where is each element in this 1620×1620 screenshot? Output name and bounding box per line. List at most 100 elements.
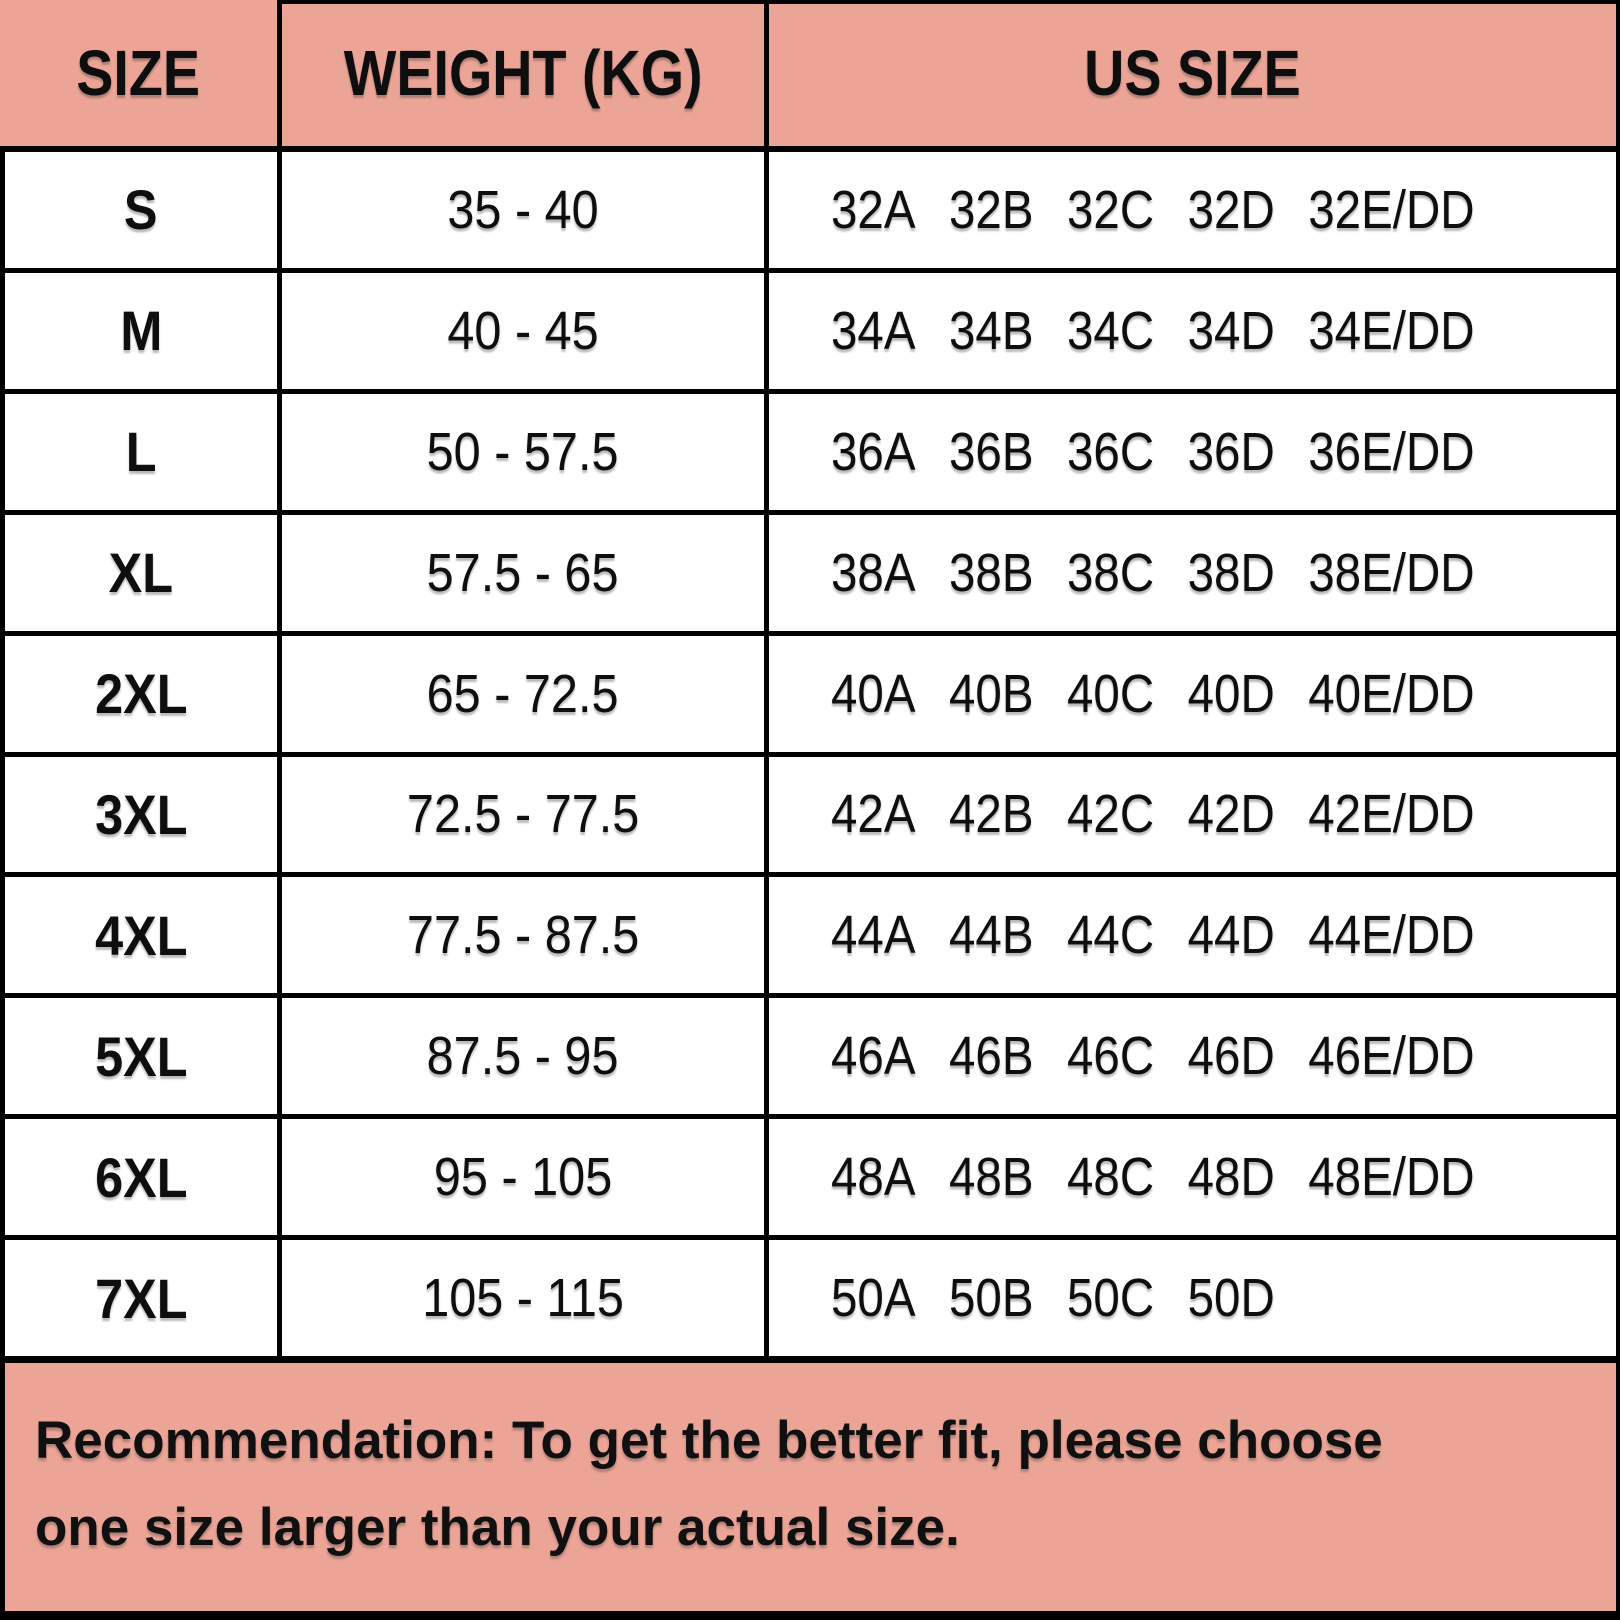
us-size-cell: 46A 46B 46C 46D 46E/DD <box>764 998 1616 1115</box>
us-size-token: 34E/DD <box>1308 300 1475 361</box>
us-size-list: 48A 48B 48C 48D 48E/DD <box>831 1146 1475 1208</box>
weight-value: 87.5 - 95 <box>427 1026 619 1087</box>
size-value: 3XL <box>94 782 188 846</box>
us-size-token: 38E/DD <box>1308 542 1475 603</box>
us-size-token: 50C <box>1067 1268 1155 1329</box>
us-size-token: 34C <box>1067 300 1155 361</box>
us-size-cell: 40A 40B 40C 40D 40E/DD <box>764 635 1616 752</box>
us-size-token: 36A <box>831 421 916 482</box>
us-size-token: 36C <box>1067 421 1155 482</box>
us-size-token: 42D <box>1187 784 1275 845</box>
table-row-3xl: 3XL 72.5 - 77.5 42A 42B 42C 42D 42E/DD <box>0 756 1620 878</box>
size-value: L <box>125 420 157 484</box>
header-size-label: SIZE <box>76 37 201 109</box>
weight-value: 57.5 - 65 <box>427 542 619 603</box>
table-row-m: M 40 - 45 34A 34B 34C 34D 34E/DD <box>0 272 1620 394</box>
us-size-list: 32A 32B 32C 32D 32E/DD <box>831 179 1475 241</box>
us-size-list: 36A 36B 36C 36D 36E/DD <box>831 421 1475 483</box>
us-size-token: 42B <box>949 784 1034 845</box>
size-value: 5XL <box>94 1024 188 1088</box>
table-row-s: S 35 - 40 32A 32B 32C 32D 32E/DD <box>0 152 1620 273</box>
us-size-token: 44E/DD <box>1308 905 1475 966</box>
us-size-token: 48B <box>949 1147 1034 1208</box>
size-cell: XL <box>5 515 277 631</box>
size-cell: 4XL <box>5 877 277 993</box>
size-value: 7XL <box>94 1266 188 1330</box>
us-size-list: 38A 38B 38C 38D 38E/DD <box>831 542 1475 604</box>
us-size-list: 42A 42B 42C 42D 42E/DD <box>831 783 1475 845</box>
weight-cell: 72.5 - 77.5 <box>277 756 764 873</box>
us-size-cell: 34A 34B 34C 34D 34E/DD <box>764 272 1616 389</box>
us-size-cell: 38A 38B 38C 38D 38E/DD <box>764 514 1616 631</box>
size-value: 4XL <box>94 903 188 967</box>
size-cell: 2XL <box>5 636 277 752</box>
weight-cell: 35 - 40 <box>277 152 764 268</box>
us-size-token: 40E/DD <box>1308 663 1475 724</box>
us-size-token: 40B <box>949 663 1034 724</box>
us-size-token: 32B <box>949 179 1034 240</box>
header-us-size-label: US SIZE <box>1084 37 1301 109</box>
us-size-token: 34D <box>1187 300 1275 361</box>
us-size-token: 36D <box>1187 421 1275 482</box>
table-row-4xl: 4XL 77.5 - 87.5 44A 44B 44C 44D 44E/DD <box>0 877 1620 999</box>
recommendation-note: Recommendation: To get the better fit, p… <box>0 1363 1620 1620</box>
us-size-token: 34B <box>949 300 1034 361</box>
us-size-token: 32A <box>831 179 916 240</box>
weight-value: 77.5 - 87.5 <box>406 905 640 966</box>
us-size-token: 42A <box>831 784 916 845</box>
us-size-token: 46C <box>1067 1026 1155 1087</box>
us-size-token: 50B <box>949 1268 1034 1329</box>
us-size-token: 44B <box>949 905 1034 966</box>
us-size-token: 42E/DD <box>1308 784 1475 845</box>
table-row-xl: XL 57.5 - 65 38A 38B 38C 38D 38E/DD <box>0 514 1620 636</box>
us-size-token: 38C <box>1067 542 1155 603</box>
us-size-token: 48D <box>1187 1147 1275 1208</box>
weight-cell: 57.5 - 65 <box>277 514 764 631</box>
header-cell-us-size: US SIZE <box>764 0 1616 146</box>
size-cell: S <box>5 152 277 268</box>
size-cell: 5XL <box>5 998 277 1114</box>
us-size-cell: 48A 48B 48C 48D 48E/DD <box>764 1119 1616 1236</box>
size-cell: 6XL <box>5 1119 277 1235</box>
weight-value: 40 - 45 <box>447 300 599 361</box>
us-size-token: 38A <box>831 542 916 603</box>
weight-cell: 50 - 57.5 <box>277 393 764 510</box>
recommendation-text: Recommendation: To get the better fit, p… <box>35 1397 1576 1572</box>
weight-cell: 105 - 115 <box>277 1240 764 1357</box>
header-cell-weight: WEIGHT (KG) <box>277 0 764 146</box>
us-size-list: 40A 40B 40C 40D 40E/DD <box>831 663 1475 725</box>
size-value: M <box>120 299 162 363</box>
table-row-7xl: 7XL 105 - 115 50A 50B 50C 50D <box>0 1240 1620 1364</box>
weight-value: 105 - 115 <box>422 1268 624 1329</box>
us-size-token: 40D <box>1187 663 1275 724</box>
us-size-token: 48C <box>1067 1147 1155 1208</box>
us-size-cell: 50A 50B 50C 50D <box>764 1240 1616 1357</box>
size-cell: 7XL <box>5 1240 277 1356</box>
size-value: S <box>124 178 158 242</box>
us-size-token: 48A <box>831 1147 916 1208</box>
us-size-token: 46B <box>949 1026 1034 1087</box>
size-cell: 3XL <box>5 757 277 873</box>
us-size-token: 48E/DD <box>1308 1147 1475 1208</box>
us-size-token: 32E/DD <box>1308 179 1475 240</box>
us-size-token: 32C <box>1067 179 1155 240</box>
us-size-cell: 36A 36B 36C 36D 36E/DD <box>764 393 1616 510</box>
us-size-token: 44C <box>1067 905 1155 966</box>
us-size-list: 34A 34B 34C 34D 34E/DD <box>831 300 1475 362</box>
weight-cell: 65 - 72.5 <box>277 635 764 752</box>
us-size-token: 32D <box>1187 179 1275 240</box>
us-size-cell: 42A 42B 42C 42D 42E/DD <box>764 756 1616 873</box>
table-row-6xl: 6XL 95 - 105 48A 48B 48C 48D 48E/DD <box>0 1119 1620 1241</box>
size-cell: L <box>5 394 277 510</box>
recommendation-line-2: one size larger than your actual size. <box>35 1498 960 1558</box>
weight-value: 50 - 57.5 <box>427 421 619 482</box>
table-row-l: L 50 - 57.5 36A 36B 36C 36D 36E/DD <box>0 393 1620 515</box>
header-cell-size: SIZE <box>0 0 277 146</box>
us-size-token: 42C <box>1067 784 1155 845</box>
weight-value: 35 - 40 <box>447 179 599 240</box>
us-size-token: 46D <box>1187 1026 1275 1087</box>
us-size-token: 50A <box>831 1268 916 1329</box>
size-value: XL <box>108 541 174 605</box>
us-size-token: 38B <box>949 542 1034 603</box>
